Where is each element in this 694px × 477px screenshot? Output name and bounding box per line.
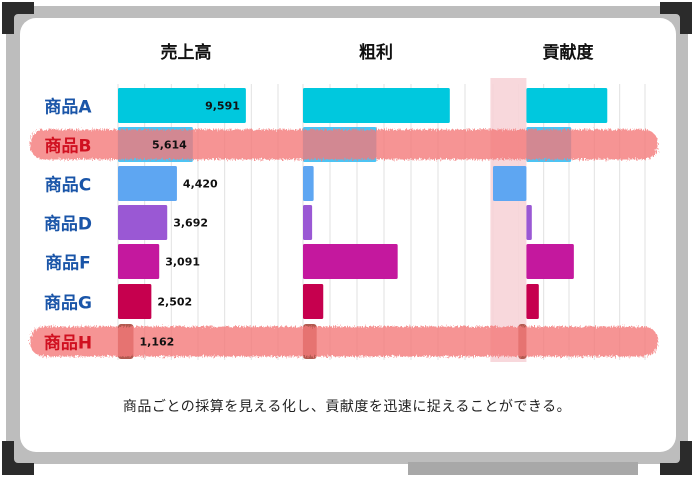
data-label: 2,502 xyxy=(157,296,192,309)
data-label: 3,692 xyxy=(173,217,208,230)
data-label: 9,591 xyxy=(205,100,240,113)
category-label: 商品C xyxy=(45,175,91,196)
bar-粗利-商品C xyxy=(303,166,314,201)
corner-bottom-right xyxy=(660,441,692,475)
bar-貢献度-商品C xyxy=(493,166,527,201)
category-label: 商品G xyxy=(44,293,92,314)
category-label: 商品H xyxy=(44,333,92,354)
category-label: 商品B xyxy=(45,136,92,157)
highlight-stroke-商品B xyxy=(30,129,658,160)
panel-title: 貢献度 xyxy=(543,42,595,63)
bar-売上高-商品G xyxy=(118,284,152,319)
bar-貢献度-商品F xyxy=(526,244,574,279)
bar-貢献度-商品D xyxy=(526,205,532,240)
bar-売上高-商品F xyxy=(118,244,160,279)
bar-売上高-商品A xyxy=(118,88,246,123)
bar-売上高-商品D xyxy=(118,205,168,240)
highlight-strokes xyxy=(30,129,658,357)
bar-粗利-商品A xyxy=(303,88,450,123)
marker-tray xyxy=(408,462,638,475)
category-label: 商品D xyxy=(44,214,92,235)
panel-title: 粗利 xyxy=(359,42,393,63)
bar-貢献度-商品G xyxy=(526,284,539,319)
category-label: 商品F xyxy=(45,253,91,274)
corner-top-right xyxy=(660,2,692,34)
corner-top-left xyxy=(2,2,34,34)
highlight-column xyxy=(490,78,527,362)
bar-売上高-商品C xyxy=(118,166,177,201)
data-label: 4,420 xyxy=(183,178,218,191)
chart-text: 9,591 5,614 4,420 3,692 3,091 2,502 1,162 売上高 粗利… xyxy=(44,42,595,354)
data-label: 3,091 xyxy=(165,256,200,269)
corner-bottom-left xyxy=(2,441,34,475)
category-label: 商品A xyxy=(44,97,92,118)
data-label: 5,614 xyxy=(152,139,187,152)
panel-title: 売上高 xyxy=(161,42,212,63)
bar-貢献度-商品A xyxy=(526,88,608,123)
bar-粗利-商品D xyxy=(303,205,313,240)
caption: 商品ごとの採算を見える化し、貢献度を迅速に捉えることができる。 xyxy=(122,399,572,415)
bar-粗利-商品F xyxy=(303,244,398,279)
data-label: 1,162 xyxy=(139,336,174,349)
highlight-stroke-商品H xyxy=(30,326,658,357)
bar-粗利-商品G xyxy=(303,284,324,319)
contribution-highlight-column xyxy=(490,78,527,362)
